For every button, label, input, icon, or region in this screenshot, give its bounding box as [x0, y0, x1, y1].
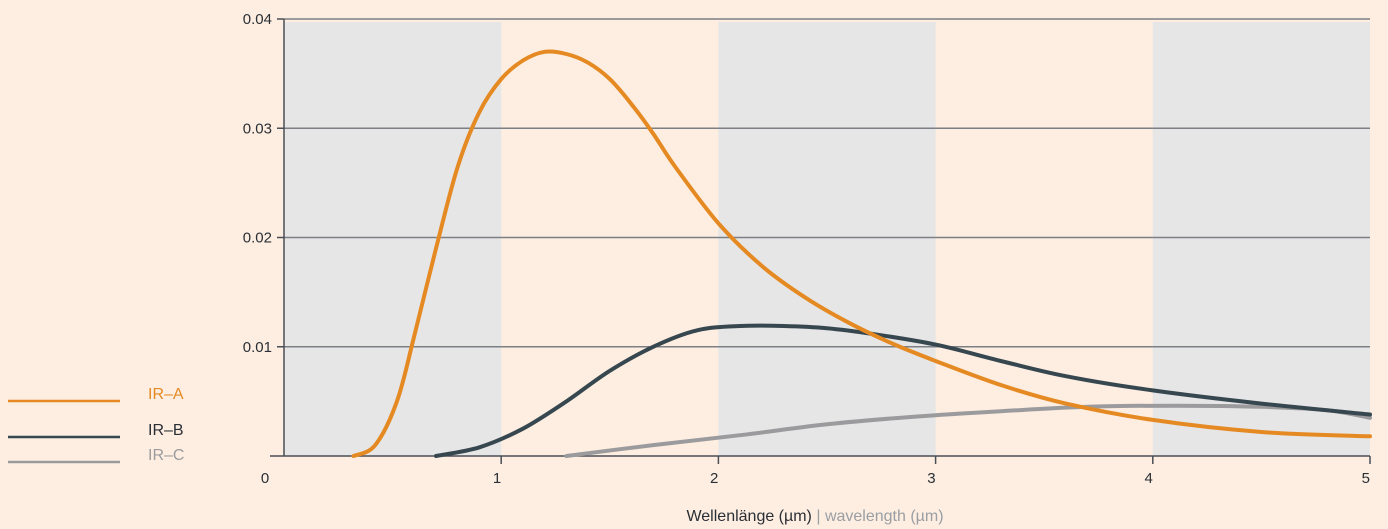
series-line-2 [434, 323, 1372, 458]
x-tick-label: 1 [493, 470, 501, 487]
shaded-band-3 [1152, 22, 1370, 456]
shaded-bands [284, 22, 1370, 456]
x-axis-label: Wellenlänge (µm) | wavelength (µm) [686, 508, 943, 525]
x-tick-label: 2 [710, 470, 718, 487]
series-line-1 [351, 49, 1372, 458]
series-line-3 [564, 403, 1372, 458]
y-tick-label: 0.01 [243, 339, 272, 356]
x-axis-label-primary: Wellenlänge (µm) [686, 508, 811, 525]
x-axis-label-separator: | [812, 508, 825, 525]
legend-label-1: IR–A [148, 386, 184, 403]
legend-label-3: IR–C [148, 447, 184, 464]
legend-label-2: IR–B [148, 422, 184, 439]
series-lines [351, 49, 1372, 458]
shaded-band-1 [284, 22, 502, 456]
x-tick-label: 5 [1362, 470, 1370, 487]
legend: IR–A IR–B IR–C [8, 386, 184, 464]
tick-labels: 0.01 0.02 0.03 0.04 0 1 2 3 4 5 [243, 11, 1370, 487]
grid-lines [277, 18, 1370, 348]
y-tick-label: 0.03 [243, 120, 272, 137]
x-tick-label: 0 [261, 470, 269, 487]
x-tick-label: 3 [927, 470, 935, 487]
y-tick-label: 0.02 [243, 230, 272, 247]
x-tick-label: 4 [1144, 470, 1152, 487]
x-axis-label-secondary: wavelength (µm) [824, 508, 944, 525]
axes [270, 19, 1371, 464]
y-tick-label: 0.04 [243, 11, 272, 28]
shaded-band-2 [718, 22, 936, 456]
